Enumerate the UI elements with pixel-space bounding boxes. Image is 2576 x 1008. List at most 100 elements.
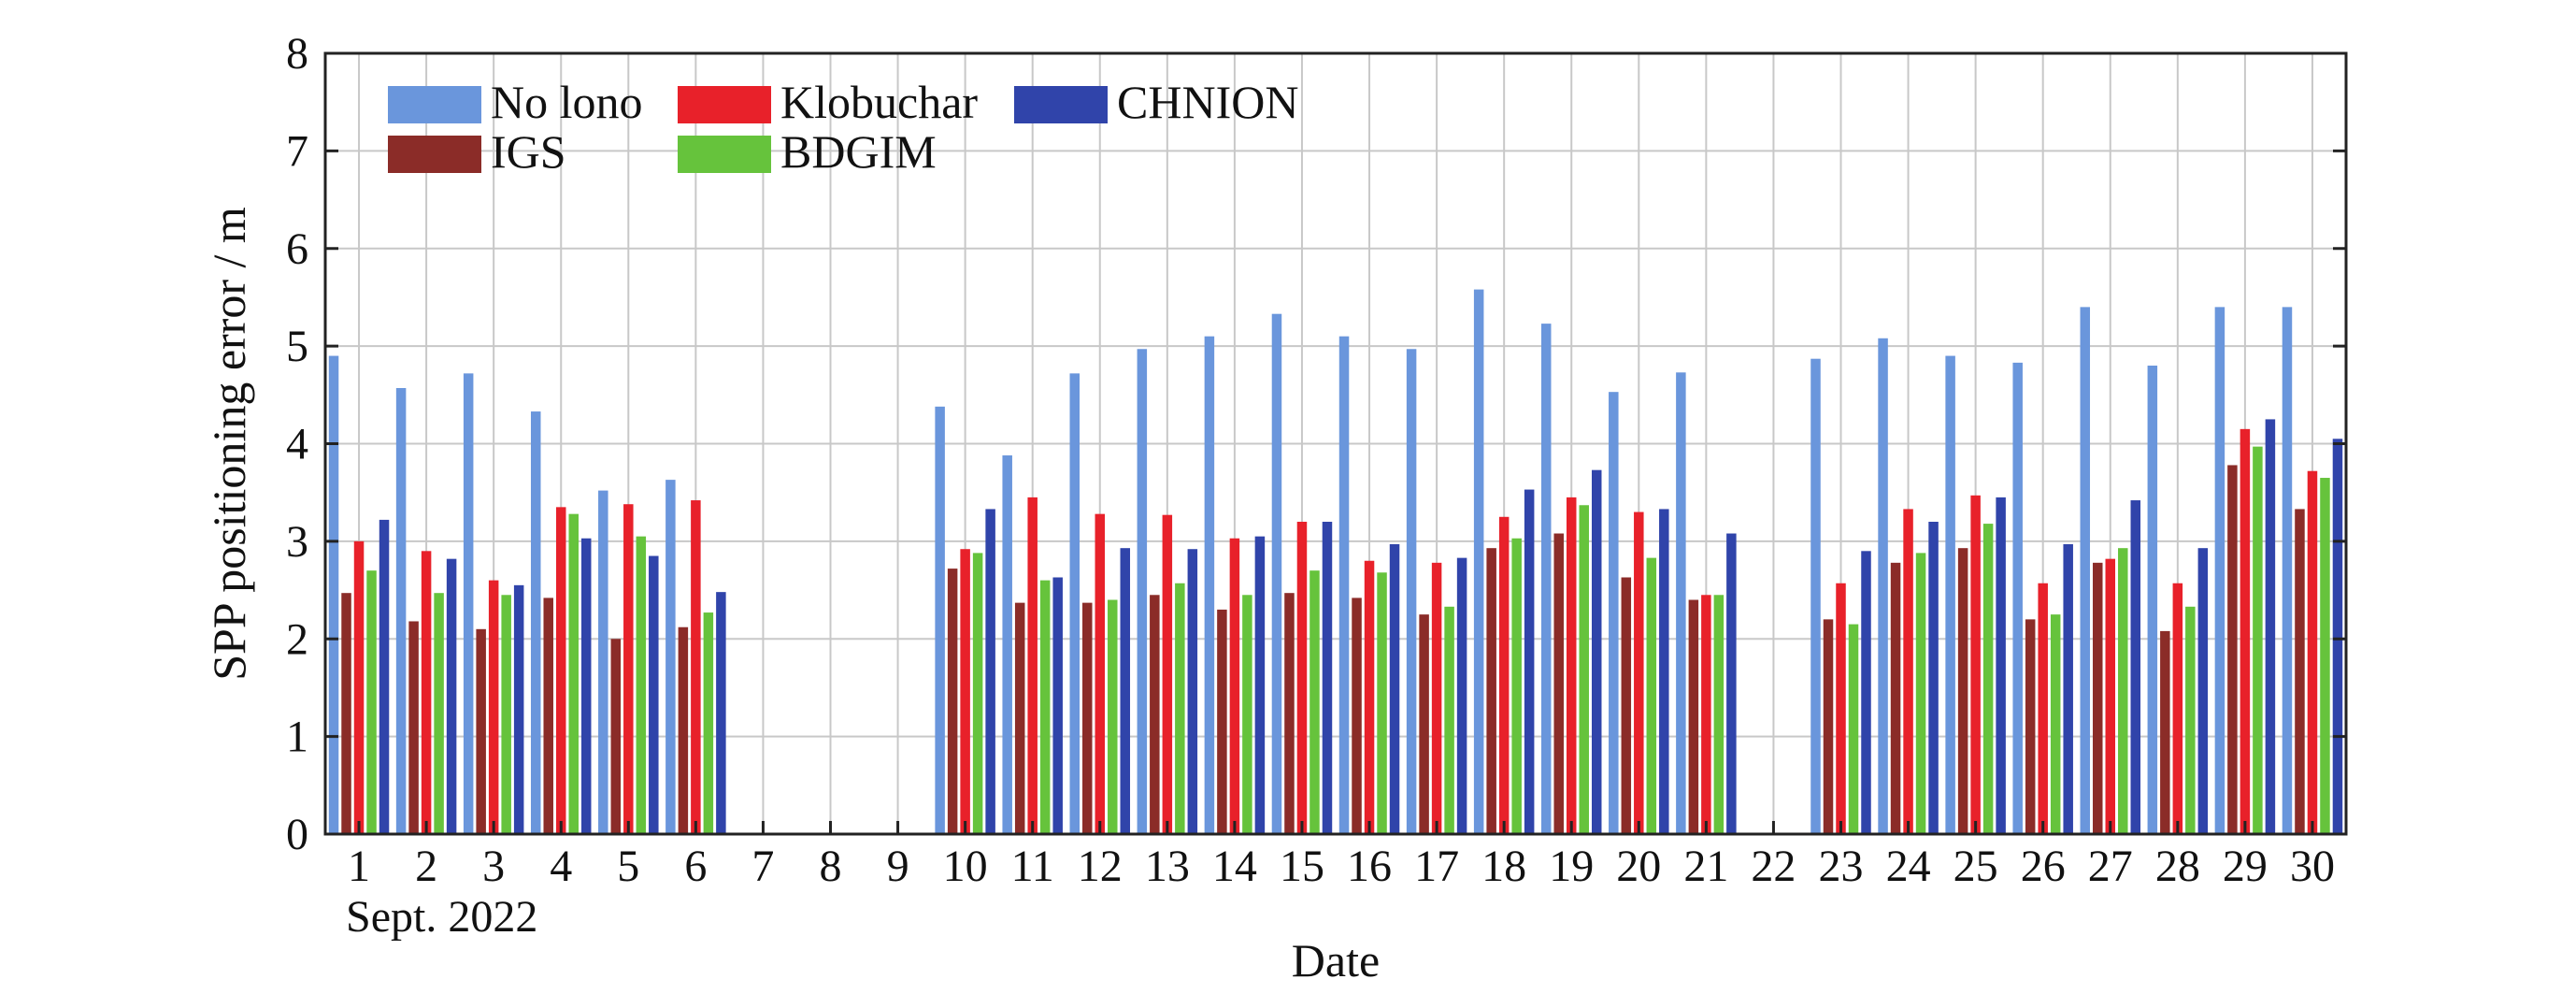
- bar: [2253, 446, 2263, 834]
- bar: [1861, 551, 1871, 834]
- bar: [1389, 544, 1400, 834]
- bar: [2025, 619, 2036, 834]
- x-tick-label: 7: [751, 842, 774, 891]
- bar: [1002, 455, 1012, 834]
- bar: [1890, 562, 1901, 834]
- bar: [1456, 557, 1467, 834]
- bar: [446, 558, 457, 834]
- y-tick-label: 3: [286, 517, 308, 567]
- bar: [935, 406, 945, 834]
- bar: [1634, 511, 1644, 834]
- bar: [2118, 548, 2128, 834]
- bar: [1217, 609, 1227, 834]
- bar: [1162, 514, 1173, 834]
- x-tick-label: 4: [550, 842, 572, 891]
- bar: [703, 612, 714, 834]
- bar: [1621, 577, 1632, 834]
- bar: [1676, 372, 1686, 834]
- x-tick-label: 16: [1347, 842, 1392, 891]
- legend-swatch: [678, 86, 771, 123]
- bar: [1095, 513, 1106, 834]
- bar: [1659, 509, 1669, 834]
- legend-swatch: [388, 86, 481, 123]
- bar: [2265, 419, 2276, 834]
- bar: [1352, 598, 1362, 834]
- x-tick-label: 5: [617, 842, 639, 891]
- bar: [960, 549, 970, 834]
- y-tick-label: 7: [286, 126, 308, 176]
- bar: [1137, 349, 1148, 835]
- x-tick-label: 17: [1414, 842, 1459, 891]
- bar: [2160, 630, 2170, 834]
- bar: [1566, 497, 1577, 834]
- x-axis-ticks: 1 2 3 4 5 6 7 8 9 10 11 12 13 14 15 16 17 18 19 20 21 22 23 24 2…: [348, 821, 2335, 891]
- bar: [1903, 509, 1913, 834]
- bar: [1486, 548, 1496, 834]
- bar: [366, 570, 377, 834]
- x-tick-label: 18: [1481, 842, 1526, 891]
- bar: [379, 519, 390, 834]
- bar: [716, 592, 726, 834]
- x-tick-label: 20: [1616, 842, 1661, 891]
- bar: [501, 595, 511, 834]
- bar: [1175, 583, 1185, 834]
- bar: [1284, 593, 1295, 834]
- bar: [623, 504, 634, 834]
- bar: [1254, 536, 1266, 834]
- y-tick-label: 5: [286, 322, 308, 371]
- bar: [2307, 470, 2318, 834]
- bar: [2295, 509, 2305, 834]
- x-tick-label: 15: [1280, 842, 1324, 891]
- bar: [1187, 549, 1198, 834]
- bar: [1364, 560, 1375, 834]
- bar: [649, 555, 659, 834]
- bar: [1444, 606, 1454, 834]
- bar: [1406, 349, 1417, 835]
- bar: [555, 507, 566, 834]
- bar: [1726, 533, 1737, 834]
- x-axis-sublabel: Sept. 2022: [346, 892, 537, 942]
- y-tick-label: 2: [286, 614, 308, 664]
- x-tick-label: 30: [2290, 842, 2335, 891]
- bar: [1701, 595, 1711, 834]
- x-tick-label: 12: [1078, 842, 1123, 891]
- x-tick-label: 11: [1011, 842, 1054, 891]
- bar: [568, 513, 579, 834]
- bar: [2147, 366, 2158, 834]
- legend-swatch: [678, 136, 771, 173]
- y-axis-label: SPP positioning error / m: [203, 207, 255, 681]
- bar: [1120, 548, 1131, 834]
- bar: [1713, 595, 1724, 834]
- bar: [1108, 599, 1118, 834]
- legend-swatch: [388, 136, 481, 173]
- bar: [1052, 577, 1063, 834]
- bar: [2105, 558, 2116, 834]
- x-tick-label: 13: [1145, 842, 1190, 891]
- x-tick-label: 27: [2088, 842, 2133, 891]
- bar: [1848, 624, 1859, 834]
- x-tick-label: 21: [1683, 842, 1728, 891]
- bar: [2012, 362, 2023, 834]
- bar: [985, 509, 995, 834]
- bar: [1928, 522, 1939, 834]
- bar: [1810, 358, 1821, 834]
- bar: [1431, 562, 1442, 834]
- bar: [1579, 505, 1589, 834]
- bar: [2197, 548, 2209, 834]
- bar: [513, 584, 524, 834]
- legend-label: CHNION: [1117, 76, 1298, 128]
- bar: [598, 490, 608, 834]
- bar: [1836, 583, 1846, 834]
- bar: [1878, 338, 1888, 834]
- x-tick-label: 14: [1212, 842, 1257, 891]
- bar: [2080, 307, 2091, 834]
- bar: [2093, 562, 2103, 834]
- bar: [2240, 428, 2251, 834]
- bar: [1419, 614, 1429, 834]
- x-tick-label: 3: [482, 842, 505, 891]
- x-tick-label: 23: [1819, 842, 1864, 891]
- bar: [1553, 533, 1564, 834]
- bar: [691, 500, 701, 834]
- y-tick-label: 6: [286, 224, 308, 274]
